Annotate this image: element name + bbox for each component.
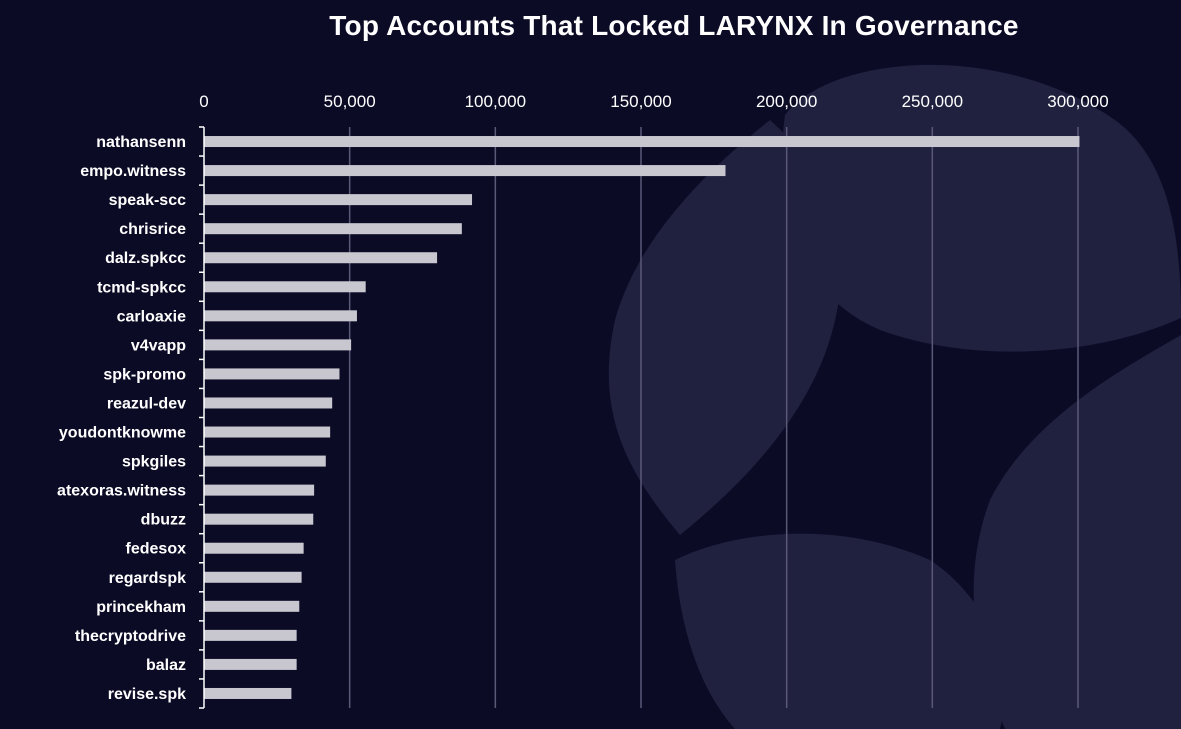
category-label: nathansenn (96, 134, 186, 151)
category-label: spkgiles (122, 454, 186, 471)
bar (204, 513, 314, 525)
bar (204, 339, 352, 351)
bar (204, 658, 297, 670)
bar (204, 687, 292, 699)
category-label: dalz.spkcc (105, 250, 186, 267)
x-tick-label: 50,000 (324, 92, 376, 111)
bar (204, 136, 1080, 148)
gridlines (348, 127, 1079, 708)
x-axis-ticks: 0 50,000 100,000 150,000 200,000 250,000 300,0… (199, 92, 1108, 111)
category-labels: nathansenn empo.witness speak-scc chrisrice… (57, 134, 186, 703)
bar (204, 571, 302, 583)
x-tick-label: 100,000 (465, 92, 526, 111)
bar (204, 629, 297, 641)
category-label: empo.witness (80, 163, 186, 180)
category-label: princekham (96, 599, 186, 616)
chart-title: Top Accounts That Locked LARYNX In Gover… (329, 10, 1019, 41)
category-label: revise.spk (108, 686, 186, 703)
bar (204, 223, 462, 235)
bar (204, 368, 340, 380)
x-tick-label: 300,000 (1047, 92, 1108, 111)
category-label: chrisrice (119, 221, 186, 238)
category-label: v4vapp (131, 337, 186, 354)
bar (204, 542, 304, 554)
category-label: carloaxie (117, 308, 186, 325)
x-tick-label: 250,000 (902, 92, 963, 111)
category-label: balaz (146, 657, 186, 674)
bar (204, 310, 357, 322)
x-tick-label: 200,000 (756, 92, 817, 111)
x-tick-label: 0 (199, 92, 208, 111)
category-label: youdontknowme (59, 425, 186, 442)
category-label: tcmd-spkcc (97, 279, 186, 296)
bar (204, 281, 366, 293)
bar (204, 455, 326, 467)
category-label: regardspk (109, 570, 186, 587)
category-label: speak-scc (109, 192, 186, 209)
bar (204, 397, 333, 409)
bar (204, 426, 331, 438)
bar (204, 484, 315, 496)
y-axis (199, 126, 205, 709)
bar (204, 600, 300, 612)
category-label: thecryptodrive (75, 628, 186, 645)
category-label: atexoras.witness (57, 483, 186, 500)
bar (204, 194, 473, 206)
category-label: reazul-dev (107, 395, 186, 412)
bar (204, 252, 438, 264)
x-tick-label: 150,000 (610, 92, 671, 111)
bars (204, 136, 1080, 699)
bar (204, 165, 726, 177)
category-label: dbuzz (141, 512, 186, 529)
category-label: fedesox (126, 541, 187, 558)
category-label: spk-promo (103, 366, 186, 383)
